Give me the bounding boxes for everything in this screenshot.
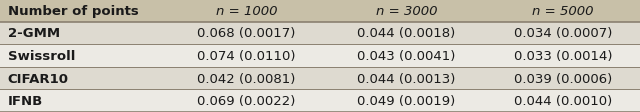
Bar	[0, 45, 640, 67]
Text: 0.044 (0.0010): 0.044 (0.0010)	[514, 94, 612, 107]
Text: IFNB: IFNB	[8, 94, 43, 107]
Text: 0.039 (0.0006): 0.039 (0.0006)	[514, 72, 612, 85]
Text: 0.034 (0.0007): 0.034 (0.0007)	[514, 27, 612, 40]
Text: 0.042 (0.0081): 0.042 (0.0081)	[197, 72, 296, 85]
Text: 0.044 (0.0018): 0.044 (0.0018)	[357, 27, 456, 40]
Bar	[0, 67, 640, 90]
Text: 2-GMM: 2-GMM	[8, 27, 60, 40]
Text: 0.044 (0.0013): 0.044 (0.0013)	[357, 72, 456, 85]
Text: Number of points: Number of points	[8, 5, 138, 18]
Text: CIFAR10: CIFAR10	[8, 72, 68, 85]
Text: 0.049 (0.0019): 0.049 (0.0019)	[357, 94, 456, 107]
Text: n = 1000: n = 1000	[216, 5, 277, 18]
Text: Swissroll: Swissroll	[8, 50, 75, 62]
Text: 0.043 (0.0041): 0.043 (0.0041)	[357, 50, 456, 62]
Bar	[0, 22, 640, 45]
Bar	[0, 90, 640, 112]
Bar	[0, 0, 640, 22]
Text: 0.074 (0.0110): 0.074 (0.0110)	[197, 50, 296, 62]
Text: n = 3000: n = 3000	[376, 5, 437, 18]
Text: 0.069 (0.0022): 0.069 (0.0022)	[197, 94, 296, 107]
Text: n = 5000: n = 5000	[532, 5, 594, 18]
Text: 0.068 (0.0017): 0.068 (0.0017)	[197, 27, 296, 40]
Text: 0.033 (0.0014): 0.033 (0.0014)	[514, 50, 612, 62]
